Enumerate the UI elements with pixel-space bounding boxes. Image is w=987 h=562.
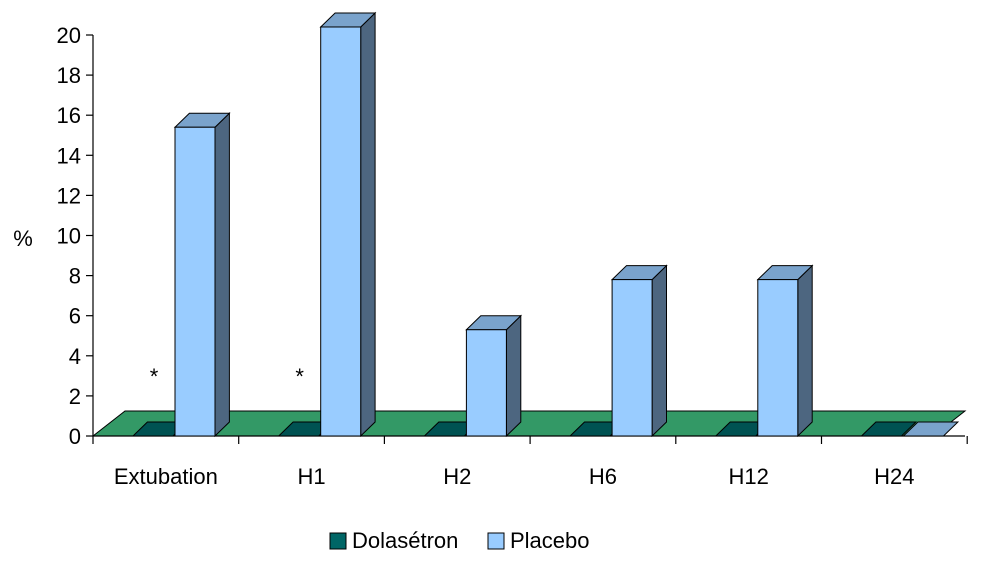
- x-tick-label: H24: [874, 464, 914, 489]
- x-tick-label: H6: [589, 464, 617, 489]
- y-tick-label: 18: [57, 63, 81, 88]
- bar-placebo: [610, 264, 668, 438]
- bar-placebo: [902, 421, 960, 437]
- significance-marker: *: [150, 364, 159, 389]
- y-tick-label: 2: [69, 384, 81, 409]
- y-tick-label: 20: [57, 23, 81, 48]
- bar-placebo-side: [651, 264, 667, 438]
- bar-placebo-side: [797, 264, 813, 438]
- bar-dolasetron-top: [860, 421, 918, 437]
- legend-item-placebo-label: Placebo: [510, 528, 590, 553]
- bar-placebo: [465, 314, 523, 438]
- y-tick-label: 4: [69, 344, 81, 369]
- bar-placebo: [319, 11, 377, 438]
- y-tick-label: 6: [69, 304, 81, 329]
- x-tick-label: H2: [443, 464, 471, 489]
- x-tick-label: Extubation: [114, 464, 218, 489]
- bar-placebo-top: [902, 421, 960, 437]
- y-tick-label: 8: [69, 264, 81, 289]
- y-tick-label: 10: [57, 224, 81, 249]
- bar-placebo-front: [320, 26, 362, 437]
- bar-placebo-side: [360, 11, 376, 438]
- x-tick-label: H12: [728, 464, 768, 489]
- y-tick-label: 14: [57, 143, 81, 168]
- significance-marker: *: [295, 364, 304, 389]
- legend-item-dolasetron-label: Dolasétron: [352, 528, 458, 553]
- bar-placebo-side: [505, 314, 522, 438]
- legend-item-placebo-swatch: [487, 532, 505, 550]
- bar-placebo-front: [611, 279, 653, 437]
- bar-placebo-front: [174, 126, 216, 437]
- bar-placebo-front: [757, 279, 799, 437]
- bar-placebo: [756, 264, 814, 438]
- y-tick-label: 0: [69, 424, 81, 449]
- bar-placebo-side: [214, 112, 230, 438]
- bar-placebo-front: [465, 329, 507, 437]
- legend-item-dolasetron-swatch: [329, 532, 347, 550]
- x-tick-label: H1: [297, 464, 325, 489]
- bar-dolasetron: [860, 421, 918, 437]
- bar-placebo: [173, 112, 231, 438]
- y-tick-label: 12: [57, 183, 81, 208]
- y-axis-title: %: [13, 226, 33, 251]
- y-tick-label: 16: [57, 103, 81, 128]
